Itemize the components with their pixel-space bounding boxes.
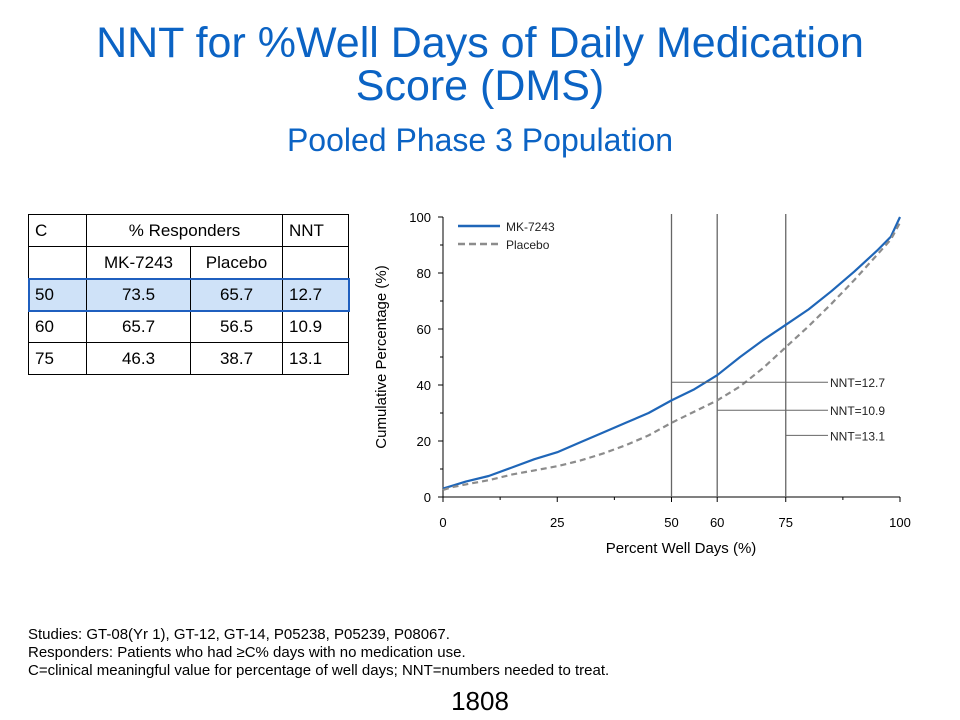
- y-tick-label: 100: [409, 210, 431, 225]
- chart-axes: 0 20 40 60 80 100 0 25 50 60 75 100: [409, 210, 911, 530]
- subheader-placebo: Placebo: [190, 246, 283, 279]
- cell-c: 50: [28, 278, 87, 311]
- subheader-blank-left: [28, 246, 87, 279]
- header-nnt: NNT: [282, 214, 349, 247]
- table-row: 60 65.7 56.5 10.9: [28, 310, 349, 343]
- header-c: C: [28, 214, 87, 247]
- header-responders: % Responders: [86, 214, 283, 247]
- cell-c: 75: [28, 342, 87, 375]
- x-tick-label: 100: [889, 515, 911, 530]
- y-tick-label: 80: [417, 266, 431, 281]
- x-tick-label: 60: [710, 515, 724, 530]
- series-line-placebo: [442, 222, 901, 492]
- slide-title-line-1: NNT for %Well Days of Daily Medication: [96, 19, 864, 67]
- x-tick-label: 50: [664, 515, 678, 530]
- cell-c: 60: [28, 310, 87, 343]
- cell-mk7243: 46.3: [86, 342, 191, 375]
- chart-reference-lines: [670, 214, 787, 497]
- table-row: 75 46.3 38.7 13.1: [28, 342, 349, 375]
- footnote-definitions: C=clinical meaningful value for percenta…: [28, 662, 610, 679]
- cumulative-chart: 0 20 40 60 80 100 0 25 50 60 75 100 NNT=12.7 NNT=10.…: [373, 210, 911, 557]
- nnt-annotation-label: NNT=13.1: [830, 429, 885, 443]
- slide-title-line-2: Score (DMS): [355, 62, 605, 110]
- y-tick-label: 60: [417, 322, 431, 337]
- nnt-annotation-label: NNT=12.7: [830, 376, 885, 390]
- cell-nnt: 12.7: [282, 278, 349, 311]
- x-tick-label: 25: [550, 515, 564, 530]
- legend-label: MK-7243: [506, 220, 555, 234]
- table-header-row: C % Responders NNT: [28, 214, 349, 247]
- cell-nnt: 13.1: [282, 342, 349, 375]
- y-tick-label: 40: [417, 378, 431, 393]
- subheader-blank-right: [282, 246, 349, 279]
- table-row: 50 73.5 65.7 12.7: [27, 277, 350, 312]
- responders-table: C % Responders NNT MK-7243 Placebo 50 73…: [27, 214, 350, 375]
- footnote-studies: Studies: GT-08(Yr 1), GT-12, GT-14, P052…: [28, 626, 450, 643]
- slide-subtitle: Pooled Phase 3 Population: [286, 122, 674, 158]
- x-tick-label: 75: [779, 515, 793, 530]
- page-number: 1808: [451, 686, 509, 716]
- y-tick-label: 20: [417, 434, 431, 449]
- nnt-annotation-label: NNT=10.9: [830, 404, 885, 418]
- x-tick-label: 0: [439, 515, 446, 530]
- cell-placebo: 56.5: [190, 310, 283, 343]
- table-subheader-row: MK-7243 Placebo: [28, 246, 349, 279]
- x-axis-label: Percent Well Days (%): [606, 540, 757, 557]
- y-tick-label: 0: [424, 490, 431, 505]
- slide-title: NNT for %Well Days of Daily Medication S…: [0, 22, 960, 108]
- y-axis-label: Cumulative Percentage (%): [373, 265, 390, 448]
- series-line-mk7243: [442, 216, 901, 490]
- legend-label: Placebo: [506, 238, 550, 252]
- chart-annotations: NNT=12.7 NNT=10.9 NNT=13.1: [671, 376, 885, 443]
- footnote-responders: Responders: Patients who had ≥C% days wi…: [28, 644, 466, 661]
- cell-nnt: 10.9: [282, 310, 349, 343]
- cell-mk7243: 73.5: [86, 278, 191, 311]
- cell-placebo: 65.7: [190, 278, 283, 311]
- chart-series: [442, 216, 901, 492]
- footnotes: Studies: GT-08(Yr 1), GT-12, GT-14, P052…: [28, 626, 609, 680]
- subheader-mk7243: MK-7243: [86, 246, 191, 279]
- cell-placebo: 38.7: [190, 342, 283, 375]
- chart-legend: MK-7243 Placebo: [458, 220, 555, 252]
- cell-mk7243: 65.7: [86, 310, 191, 343]
